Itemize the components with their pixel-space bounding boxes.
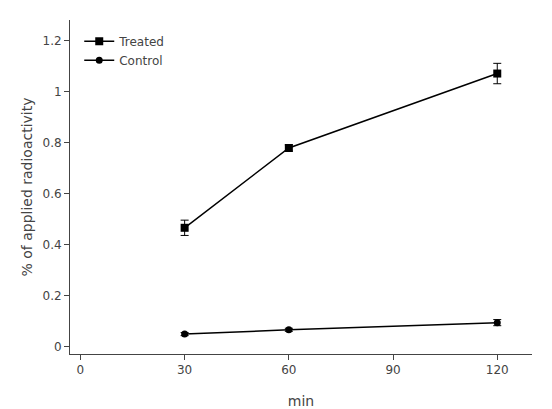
svg-text:0: 0 bbox=[77, 363, 85, 377]
svg-text:0.2: 0.2 bbox=[43, 289, 62, 303]
svg-text:60: 60 bbox=[281, 363, 296, 377]
svg-text:Treated: Treated bbox=[118, 35, 164, 49]
svg-text:1: 1 bbox=[54, 85, 62, 99]
svg-text:90: 90 bbox=[385, 363, 400, 377]
svg-text:1.2: 1.2 bbox=[43, 34, 62, 48]
svg-text:0.6: 0.6 bbox=[43, 187, 62, 201]
svg-text:min: min bbox=[288, 393, 314, 409]
svg-text:0: 0 bbox=[54, 340, 62, 354]
svg-text:Control: Control bbox=[119, 54, 162, 68]
svg-text:30: 30 bbox=[177, 363, 192, 377]
svg-text:0.4: 0.4 bbox=[43, 238, 62, 252]
svg-text:0.8: 0.8 bbox=[43, 136, 62, 150]
svg-text:% of applied radioactivity: % of applied radioactivity bbox=[19, 97, 35, 276]
svg-text:120: 120 bbox=[486, 363, 509, 377]
